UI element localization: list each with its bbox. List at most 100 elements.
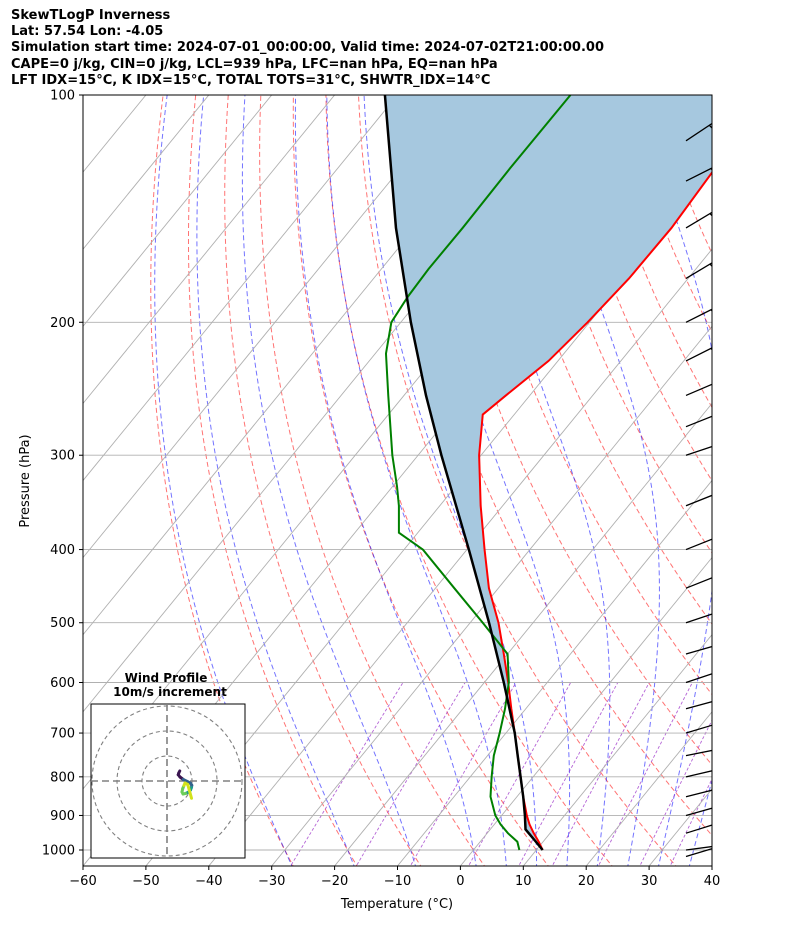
moist-adiabat [539,95,660,866]
wind-barb-feather [718,846,723,859]
y-tick-label: 500 [50,616,75,631]
axis-ticks: −60 −50 −40 −30 −20 −10 0 10 20 30 40 1000 900 800 700… [42,89,720,890]
wind-barb [685,749,712,757]
wind-barb-half-feather [711,577,712,579]
isotherm-line [83,95,399,482]
wind-barb [685,577,712,589]
wind-barb-feather [716,672,723,684]
wind-barb [685,672,723,684]
y-tick-label: 700 [50,727,75,742]
wind-barb-feather [717,847,724,860]
isotherm-line [711,865,712,866]
mixing-ratio-line [551,682,650,866]
wind-barb [685,494,712,507]
wind-barb-half-feather [709,263,712,268]
wind-barb [685,845,723,859]
wind-barb-half-feather [711,495,712,497]
wind-barb-staff [685,749,712,757]
y-tick-label: 200 [50,316,75,331]
mixing-ratio-line [518,682,619,866]
x-axis-label: Temperature (°C) [340,897,453,912]
dry-adiabat [224,95,422,866]
wind-barb-feather [717,724,724,737]
x-tick-label: 40 [704,874,721,889]
wind-barb-half-feather [709,213,712,217]
wind-barb-staff [685,383,712,397]
isotherm-line [83,95,273,328]
wind-barb [685,613,717,624]
mixing-ratio-line [597,682,693,866]
y-axis-label: Pressure (hPa) [18,434,33,527]
wind-barb [685,347,712,362]
wind-barb-staff [685,445,712,456]
isotherm-line [334,402,712,866]
title-station: SkewTLogP Inverness [11,8,171,23]
wind-barb-staff [685,122,712,142]
wind-barb-staff [685,262,712,280]
wind-barb [685,789,712,798]
wind-barb-feather [717,807,724,820]
moist-adiabat [637,95,712,866]
isotherm-line [83,95,461,559]
moist-adiabat [326,95,507,866]
wind-barb-half-feather [713,446,717,452]
wind-barb [685,445,717,456]
wind-barb-staff [685,538,712,551]
y-tick-label: 900 [50,809,75,824]
hodograph-segment [186,783,193,800]
x-tick-label: 0 [456,874,464,889]
isotherm-line [585,711,712,866]
hodograph-plot [91,704,245,858]
moist-adiabat [294,95,477,866]
y-tick-label: 1000 [42,844,75,859]
isotherm-line [83,95,210,250]
x-tick-label: 30 [641,874,658,889]
wind-barb-feather [717,824,724,836]
wind-barb-half-feather [713,614,717,620]
isotherm-line [522,633,712,866]
dry-adiabat [488,95,712,625]
isotherm-line [208,248,712,866]
dry-adiabat [520,95,712,554]
wind-barb-feather [717,700,724,713]
plot-area [83,78,794,869]
mixing-ratio-line [355,682,466,866]
wind-barb-staff [685,770,712,778]
dry-adiabat [743,78,794,869]
x-tick-label: −10 [384,874,411,889]
cin-shading [384,95,712,850]
wind-barb-staff [685,845,712,851]
wind-barb-staff [685,494,712,507]
x-tick-label: −40 [195,874,222,889]
dry-adiabat [711,78,794,869]
mixing-ratio-line [669,777,712,866]
wind-barb-staff [685,308,712,323]
y-tick-label: 100 [50,89,75,104]
moist-adiabat [241,95,417,866]
hodograph-title: Wind Profile [125,671,208,685]
wind-barb-staff [685,824,712,834]
wind-barb [685,262,712,280]
x-tick-label: −60 [69,874,96,889]
x-tick-label: −30 [258,874,285,889]
wind-barb [685,807,724,820]
wind-barb-half-feather [713,825,717,831]
dry-adiabat [455,95,712,696]
title-indices: CAPE=0 j/kg, CIN=0 j/kg, LCL=939 hPa, LF… [11,56,498,72]
wind-barb-half-feather [713,646,716,652]
wind-barb-staff [685,415,712,428]
wind-barb [685,415,712,428]
x-tick-label: 10 [515,874,532,889]
dry-adiabat [683,95,712,173]
wind-barb-staff [685,167,712,182]
title-latlon: Lat: 57.54 Lon: -4.05 [11,24,164,40]
y-tick-label: 600 [50,676,75,691]
isotherm-line [83,95,336,405]
figure-header: SkewTLogP Inverness Lat: 57.54 Lon: -4.0… [11,8,604,89]
isotherm-line [459,556,712,866]
y-tick-label: 400 [50,543,75,558]
wind-barb [685,824,724,836]
x-tick-label: −50 [132,874,159,889]
